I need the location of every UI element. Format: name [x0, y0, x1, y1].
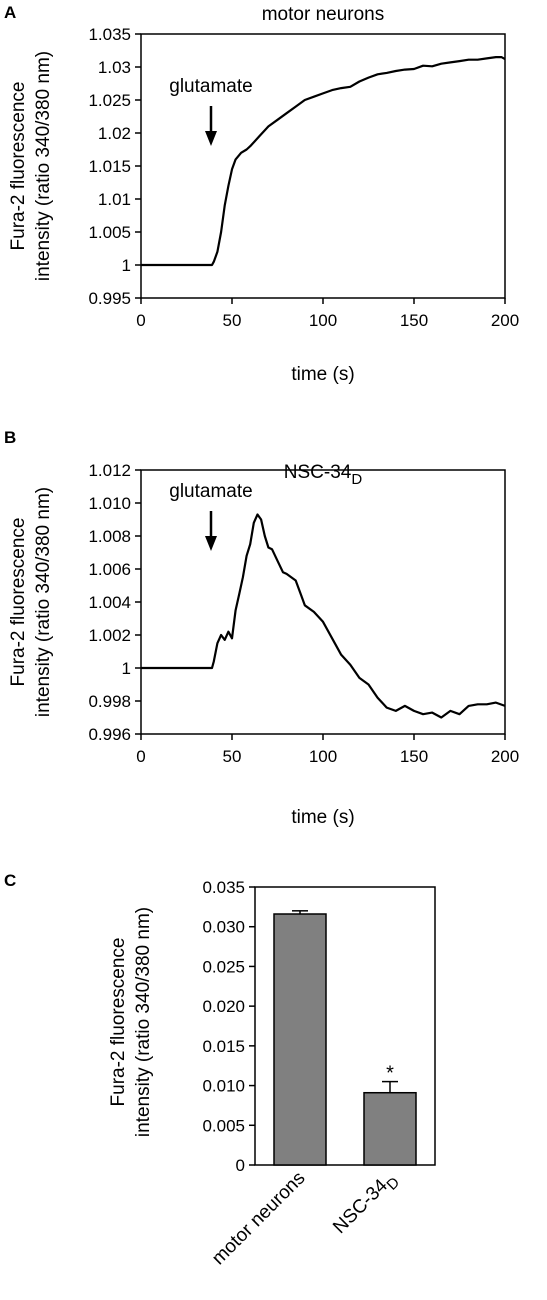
panel-b-title: NSC-34D [284, 462, 363, 488]
y-tick-label: 1.025 [88, 91, 131, 110]
panel-a-letter: A [4, 3, 16, 22]
panel-b-plot-frame [140, 469, 506, 735]
panel-a-x-axis-label: time (s) [291, 364, 354, 385]
panel-c-y-ticks: 0 0.005 0.010 0.015 0.020 0.025 0.030 0.035 [202, 878, 255, 1175]
bar [273, 913, 327, 1166]
panel-a-y-axis-label-line2: intensity (ratio 340/380 nm) [33, 51, 54, 281]
panel-b-title-main: NSC-34 [284, 462, 352, 483]
x-tick-label: 150 [400, 747, 428, 766]
panel-b-x-ticks: 0 50 100 150 200 [136, 734, 519, 766]
panel-c: C 0 0.005 0.010 0.015 0.020 0.025 0.030 0.035 *… [4, 871, 436, 1269]
y-tick-label: 0.998 [88, 692, 131, 711]
panel-a-y-ticks: 0.995 1 1.005 1.01 1.015 1.02 1.025 1.03 1.035 [88, 25, 141, 308]
y-tick-label: 1.010 [88, 494, 131, 513]
panel-b-title-subscript: D [351, 471, 362, 488]
x-category-label-main: motor neurons [208, 1168, 309, 1269]
panel-a-series-line [141, 56, 506, 267]
x-tick-label: 50 [223, 747, 242, 766]
y-tick-label: 1 [122, 659, 131, 678]
panel-a-x-ticks: 0 50 100 150 200 [136, 298, 519, 330]
x-tick-label: 100 [309, 311, 337, 330]
x-tick-label: 50 [223, 311, 242, 330]
panel-a-plot-frame [140, 33, 506, 299]
panel-b-x-axis-label: time (s) [291, 807, 354, 828]
y-tick-label: 0.005 [202, 1116, 245, 1135]
y-tick-label: 1.002 [88, 626, 131, 645]
panel-c-x-labels: motor neurons NSC-34D [208, 1168, 403, 1269]
panel-c-y-axis-label-line2: intensity (ratio 340/380 nm) [133, 907, 154, 1137]
y-tick-label: 1.03 [98, 58, 131, 77]
y-tick-label: 0 [236, 1156, 245, 1175]
panel-a-y-axis-label-line1: Fura-2 fluorescence [8, 82, 29, 251]
y-tick-label: 1.035 [88, 25, 131, 44]
panel-b-y-ticks: 0.996 0.998 1 1.002 1.004 1.006 1.008 1.010 1.01… [88, 461, 141, 744]
x-tick-label: 100 [309, 747, 337, 766]
y-tick-label: 1.01 [98, 190, 131, 209]
y-tick-label: 0.995 [88, 289, 131, 308]
x-tick-label: 150 [400, 311, 428, 330]
panel-c-y-axis-label-line1: Fura-2 fluorescence [108, 938, 129, 1107]
y-tick-label: 1 [122, 256, 131, 275]
x-category-label: motor neurons [208, 1168, 309, 1269]
y-tick-label: 1.006 [88, 560, 131, 579]
y-tick-label: 0.025 [202, 957, 245, 976]
y-tick-label: 0.030 [202, 918, 245, 937]
panel-b-arrow-icon [205, 511, 217, 551]
x-tick-label: 0 [136, 311, 145, 330]
panel-b-annotation: glutamate [169, 481, 252, 502]
y-tick-label: 1.004 [88, 593, 131, 612]
panel-c-plot-frame [254, 886, 436, 1166]
y-tick-label: 0.035 [202, 878, 245, 897]
panel-b-letter: B [4, 428, 16, 447]
y-tick-label: 0.020 [202, 997, 245, 1016]
y-tick-label: 0.996 [88, 725, 131, 744]
panel-a-annotation: glutamate [169, 76, 252, 97]
x-category-label: NSC-34D [329, 1168, 403, 1242]
panel-a-title: motor neurons [262, 4, 385, 25]
bar [363, 1091, 417, 1166]
panel-a-arrow-icon [205, 106, 217, 146]
y-tick-label: 1.015 [88, 157, 131, 176]
panel-b-y-axis-label-line2: intensity (ratio 340/380 nm) [33, 487, 54, 717]
y-tick-label: 0.010 [202, 1077, 245, 1096]
y-tick-label: 1.012 [88, 461, 131, 480]
y-tick-label: 0.015 [202, 1037, 245, 1056]
y-tick-label: 1.005 [88, 223, 131, 242]
y-tick-label: 1.008 [88, 527, 131, 546]
panel-c-letter: C [4, 871, 16, 890]
x-category-label-main: NSC-34 [329, 1175, 392, 1238]
panel-a: A motor neurons 0.995 1 1.005 1.01 1.015 1.02… [4, 3, 519, 385]
panel-c-bars: * [273, 910, 417, 1166]
significance-marker: * [386, 1063, 394, 1085]
panel-b-y-axis-label-line1: Fura-2 fluorescence [8, 518, 29, 687]
y-tick-label: 1.02 [98, 124, 131, 143]
panel-b-series-line [141, 513, 506, 719]
x-tick-label: 200 [491, 311, 519, 330]
x-tick-label: 200 [491, 747, 519, 766]
panel-b: B NSC-34D 0.996 0.998 1 1.002 1.004 1.006 1.00… [4, 428, 519, 828]
x-tick-label: 0 [136, 747, 145, 766]
